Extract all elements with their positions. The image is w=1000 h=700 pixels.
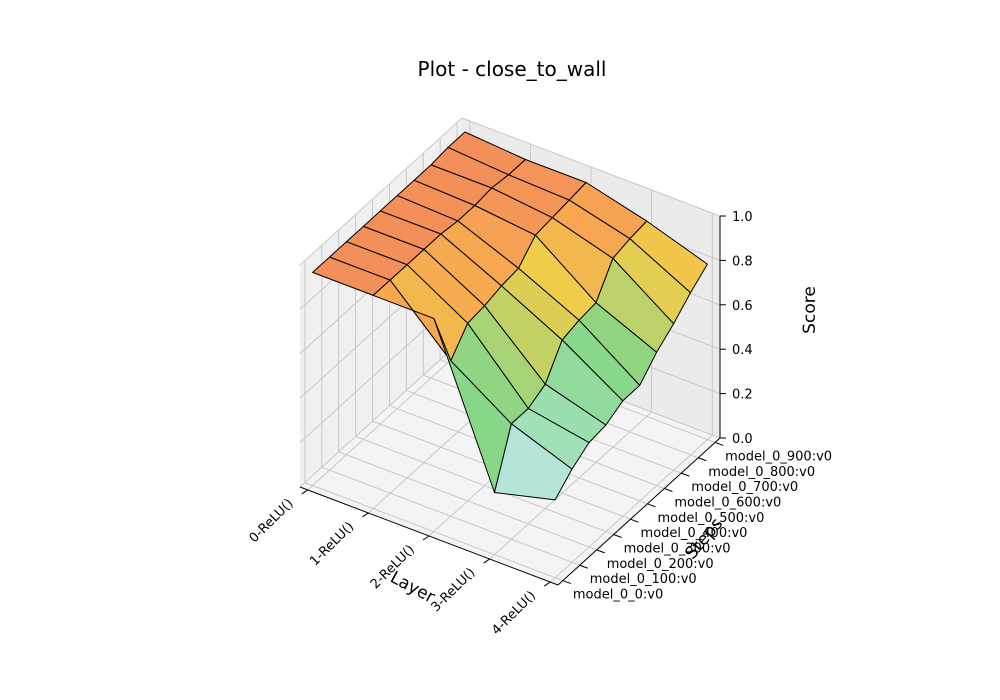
- x-tick-mark: [301, 489, 309, 495]
- x-tick-label: 4-ReLU(): [489, 588, 539, 638]
- y-tick-label: model_0_700:v0: [691, 480, 798, 495]
- z-axis-label: Score: [800, 286, 820, 334]
- x-axis-label: Layer: [387, 568, 438, 608]
- y-axis-line: [557, 437, 721, 586]
- y-tick-label: model_0_200:v0: [607, 557, 714, 572]
- x-tick-label: 0-ReLU(): [247, 496, 297, 546]
- x-tick-mark: [422, 535, 430, 541]
- y-tick-mark: [596, 549, 605, 554]
- y-tick-mark: [579, 564, 588, 569]
- y-tick-label: model_0_800:v0: [708, 465, 815, 480]
- z-tick-labels: 0.0 0.2 0.4 0.6 0.8 1.0: [720, 210, 753, 447]
- x-tick-mark: [362, 512, 369, 518]
- z-tick-label: 0.6: [732, 299, 753, 314]
- z-tick-label: 0.2: [732, 388, 753, 403]
- z-tick-label: 0.0: [732, 432, 753, 447]
- y-tick-label: model_0_400:v0: [641, 526, 748, 541]
- y-tick-label: model_0_100:v0: [590, 572, 697, 587]
- y-tick-labels: model_0_0:v0model_0_100:v0model_0_200:v0…: [562, 441, 832, 603]
- x-tick-mark: [483, 558, 490, 564]
- y-gridline: [304, 260, 564, 582]
- y-tick-label: model_0_300:v0: [624, 542, 731, 557]
- y-tick-label: model_0_500:v0: [657, 511, 764, 526]
- x-tick-label: 1-ReLU(): [307, 519, 357, 569]
- y-tick-mark: [664, 488, 673, 492]
- y-gridline: [321, 245, 580, 566]
- y-tick-mark: [698, 457, 707, 462]
- surface-plot: [312, 131, 708, 501]
- y-tick-mark: [613, 534, 622, 538]
- y-tick-label: model_0_0:v0: [573, 588, 663, 603]
- z-gridline: [299, 117, 721, 266]
- y-tick-mark: [714, 441, 724, 446]
- z-tick-label: 0.4: [732, 343, 753, 358]
- z-tick-label: 0.8: [732, 254, 753, 269]
- surface-facet: [494, 423, 573, 501]
- y-tick-mark: [681, 472, 690, 477]
- y-tick-label: model_0_900:v0: [725, 449, 832, 464]
- y-tick-label: model_0_600:v0: [674, 495, 781, 510]
- x-gridline: [549, 213, 713, 583]
- y-gridline: [338, 229, 597, 551]
- y-tick-mark: [562, 580, 572, 585]
- chart-title: Plot - close_to_wall: [418, 57, 607, 81]
- x-tick-mark: [543, 581, 551, 587]
- y-tick-mark: [647, 503, 656, 508]
- y-tick-mark: [630, 518, 639, 523]
- z-tick-label: 1.0: [732, 210, 753, 225]
